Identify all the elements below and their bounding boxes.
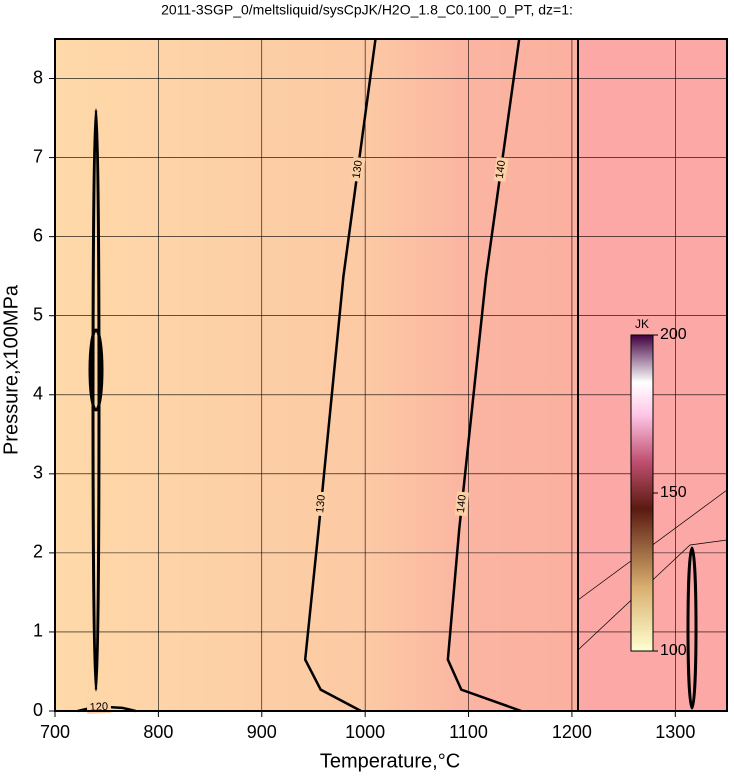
y-tick-label: 7 (33, 146, 43, 166)
y-tick-label: 4 (33, 384, 43, 404)
contour-label: 130 (351, 160, 365, 180)
y-tick-label: 1 (33, 621, 43, 641)
colorbar-label: JK (635, 317, 649, 331)
contour-line (446, 38, 522, 713)
x-tick-label: 900 (247, 722, 277, 742)
contour-label: 140 (494, 160, 508, 180)
y-tick-label: 0 (33, 700, 43, 720)
colorbar (630, 334, 654, 652)
x-tick-label: 1300 (655, 722, 695, 742)
y-tick-label: 2 (33, 542, 43, 562)
contour-label-bg (350, 156, 366, 183)
contour-label-bg (493, 156, 509, 183)
colorbar-tick-label: 100 (660, 642, 687, 659)
contour-label: 130 (314, 494, 328, 513)
y-axis-label: Pressure,x100MPa (0, 284, 22, 455)
colorbar-tick-label: 200 (660, 326, 687, 343)
x-tick-label: 1000 (345, 722, 385, 742)
contour-label: 140 (455, 494, 469, 514)
frame (54, 38, 728, 712)
x-axis-label: Temperature,°C (320, 750, 460, 772)
x-tick-label: 700 (40, 722, 70, 742)
x-tick-label: 1200 (552, 722, 592, 742)
y-tick-label: 8 (33, 67, 43, 87)
y-tick-label: 6 (33, 225, 43, 245)
y-tick-label: 3 (33, 463, 43, 483)
x-tick-label: 1100 (449, 722, 488, 742)
x-tick-label: 800 (143, 722, 173, 742)
contour-label-bg (454, 491, 470, 517)
chart-title: 2011-3SGP_0/meltsliquid/sysCpJK/H2O_1.8_… (161, 2, 573, 18)
y-tick-label: 5 (33, 304, 43, 324)
contour-line (303, 38, 377, 713)
field-left (55, 39, 578, 711)
colorbar-tick-label: 150 (660, 484, 687, 501)
contour-label-bg (313, 491, 329, 517)
